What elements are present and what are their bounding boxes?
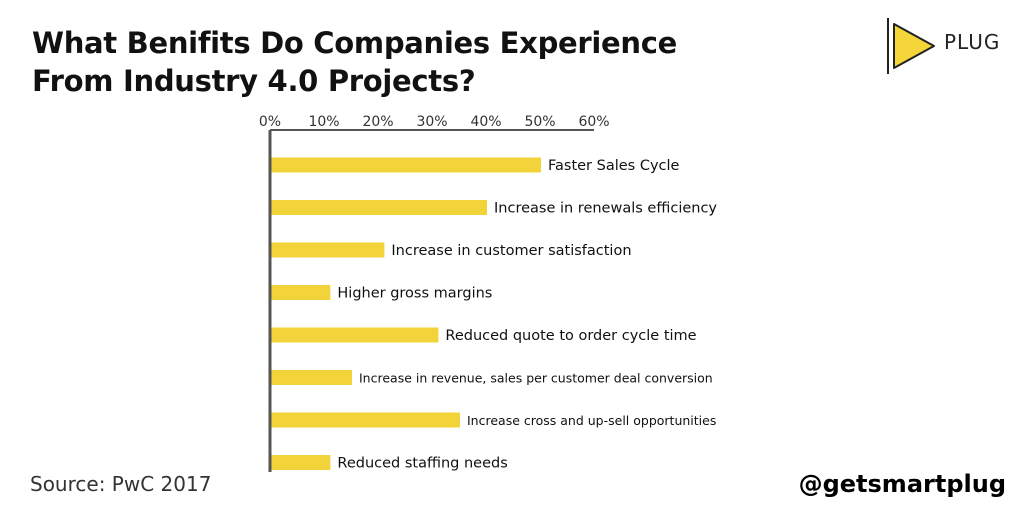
x-tick-label: 40%: [470, 114, 501, 130]
x-tick-label: 60%: [578, 114, 609, 130]
title-line-2: From Industry 4.0 Projects?: [32, 64, 476, 98]
title-line-1: What Benifits Do Companies Experience: [32, 26, 678, 60]
x-tick-label: 20%: [362, 114, 393, 130]
bar: [271, 242, 385, 258]
bar-label: Increase in revenue, sales per customer …: [359, 371, 713, 386]
bar: [271, 285, 331, 300]
play-logo-icon: [887, 18, 935, 74]
x-tick-label: 10%: [308, 114, 339, 130]
source-note: Source: PwC 2017: [30, 472, 212, 496]
social-handle: @getsmartplug: [798, 470, 1006, 498]
x-tick-label: 50%: [524, 114, 555, 130]
x-tick-label: 0%: [259, 114, 281, 130]
bar: [271, 455, 331, 470]
bar: [271, 370, 352, 385]
bar: [271, 200, 487, 215]
bar-label: Reduced quote to order cycle time: [445, 328, 696, 344]
bar: [271, 157, 541, 173]
logo-text: PLUG: [944, 30, 1001, 54]
chart-title: What Benifits Do Companies Experience Fr…: [32, 24, 677, 100]
bar: [271, 327, 439, 343]
bar: [271, 412, 460, 428]
x-tick-label: 30%: [416, 114, 447, 130]
bar-label: Reduced staffing needs: [337, 456, 507, 472]
bar-label: Increase in customer satisfaction: [391, 243, 631, 259]
bar-label: Increase cross and up-sell opportunities: [467, 413, 716, 428]
bar-label: Increase in renewals efficiency: [494, 201, 717, 217]
bar-label: Higher gross margins: [337, 286, 492, 302]
bar-label: Faster Sales Cycle: [548, 158, 680, 174]
